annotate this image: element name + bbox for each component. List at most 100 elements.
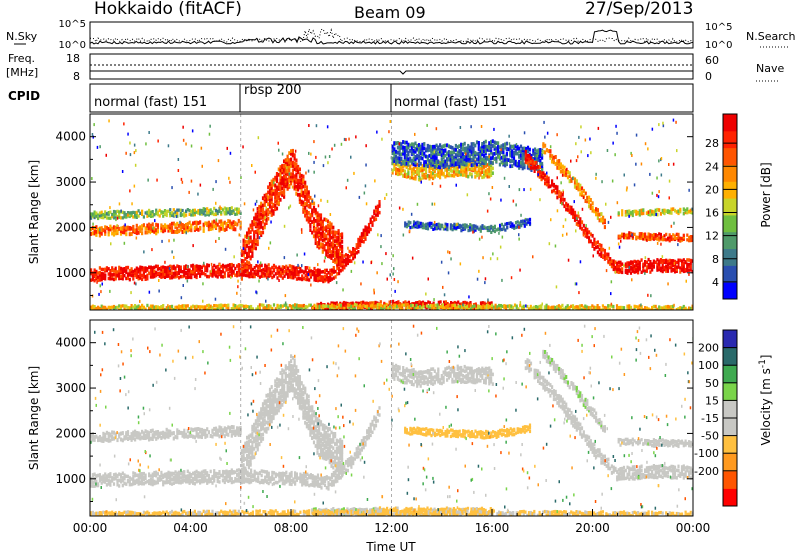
range-cell bbox=[440, 300, 442, 303]
range-cell bbox=[487, 299, 489, 302]
range-cell bbox=[471, 175, 473, 178]
range-cell bbox=[259, 236, 261, 239]
range-cell bbox=[407, 163, 409, 167]
range-cell bbox=[327, 200, 329, 203]
range-cell bbox=[393, 267, 395, 270]
range-cell bbox=[265, 216, 267, 219]
range-cell bbox=[230, 276, 232, 279]
range-cell bbox=[301, 264, 303, 267]
range-cell bbox=[278, 142, 280, 145]
range-cell bbox=[523, 305, 525, 308]
range-cell bbox=[318, 204, 320, 207]
range-cell bbox=[582, 208, 584, 211]
range-cell bbox=[333, 266, 335, 270]
range-cell bbox=[641, 258, 643, 262]
range-cell bbox=[566, 233, 568, 236]
range-cell bbox=[409, 221, 411, 224]
range-cell bbox=[287, 155, 289, 159]
colorbar-swatch bbox=[723, 148, 737, 165]
range-cell bbox=[243, 255, 245, 258]
range-cell bbox=[298, 167, 300, 170]
range-cell bbox=[267, 217, 269, 221]
colorbar-swatch bbox=[723, 215, 737, 232]
range-cell bbox=[192, 244, 194, 247]
range-cell bbox=[422, 303, 424, 306]
range-cell bbox=[402, 208, 404, 211]
range-cell bbox=[450, 257, 452, 260]
range-cell bbox=[340, 304, 342, 307]
range-cell bbox=[653, 265, 655, 269]
range-cell bbox=[589, 138, 591, 141]
range-cell bbox=[332, 226, 334, 230]
range-cell bbox=[497, 257, 499, 260]
colorbar-swatch bbox=[723, 249, 737, 266]
range-cell bbox=[208, 264, 210, 268]
range-cell bbox=[574, 211, 576, 215]
range-cell bbox=[575, 142, 577, 145]
range-cell bbox=[157, 223, 159, 227]
range-cell bbox=[225, 248, 227, 251]
range-cell bbox=[660, 243, 662, 246]
range-cell bbox=[537, 154, 539, 157]
range-cell bbox=[520, 214, 522, 217]
range-cell bbox=[446, 223, 448, 226]
range-cell bbox=[388, 130, 390, 133]
range-cell bbox=[132, 225, 134, 229]
range-cell bbox=[308, 273, 310, 276]
range-cell bbox=[106, 154, 108, 157]
range-cell bbox=[124, 242, 126, 245]
range-cell bbox=[549, 242, 551, 245]
range-cell bbox=[585, 192, 587, 195]
range-cell bbox=[485, 140, 487, 144]
range-cell bbox=[255, 291, 256, 294]
range-cell bbox=[364, 192, 366, 195]
range-cell bbox=[192, 129, 194, 132]
range-cell bbox=[645, 256, 647, 259]
range-cell bbox=[385, 252, 387, 255]
range-cell bbox=[572, 177, 574, 180]
range-cell bbox=[601, 180, 603, 183]
range-cell bbox=[335, 275, 337, 279]
range-cell bbox=[597, 208, 599, 212]
range-cell bbox=[434, 203, 436, 206]
range-cell bbox=[497, 141, 499, 145]
range-cell bbox=[188, 191, 190, 194]
y-tick-label: 3000 bbox=[55, 175, 86, 189]
range-cell bbox=[634, 183, 636, 186]
range-cell bbox=[577, 155, 579, 158]
range-cell bbox=[464, 142, 466, 146]
range-cell bbox=[542, 303, 544, 306]
range-cell bbox=[629, 266, 631, 269]
range-cell bbox=[516, 143, 518, 146]
range-cell bbox=[587, 154, 589, 157]
range-cell bbox=[500, 199, 502, 202]
range-cell bbox=[365, 184, 367, 187]
range-cell bbox=[578, 211, 580, 214]
range-cell bbox=[501, 279, 503, 282]
range-cell bbox=[490, 257, 492, 260]
range-cell bbox=[561, 202, 563, 205]
range-cell bbox=[621, 267, 623, 271]
range-cell bbox=[575, 229, 577, 232]
range-cell bbox=[487, 210, 489, 213]
range-cell bbox=[478, 141, 480, 145]
range-cell bbox=[371, 261, 373, 264]
range-cell bbox=[347, 179, 349, 182]
range-cell bbox=[234, 227, 236, 231]
noise-left-tick-bottom: 10^0 bbox=[59, 40, 86, 51]
range-cell bbox=[134, 282, 136, 285]
range-cell bbox=[604, 219, 606, 223]
range-cell bbox=[619, 246, 621, 249]
range-cell bbox=[456, 223, 458, 226]
range-cell bbox=[541, 162, 543, 166]
range-cell bbox=[176, 215, 178, 218]
range-cell bbox=[626, 189, 628, 192]
range-cell bbox=[611, 280, 613, 283]
range-cell bbox=[290, 158, 292, 162]
range-cell bbox=[509, 142, 511, 145]
range-cell bbox=[313, 161, 315, 164]
range-cell bbox=[552, 158, 554, 161]
power-heatmap bbox=[90, 114, 694, 312]
range-cell bbox=[318, 236, 320, 239]
